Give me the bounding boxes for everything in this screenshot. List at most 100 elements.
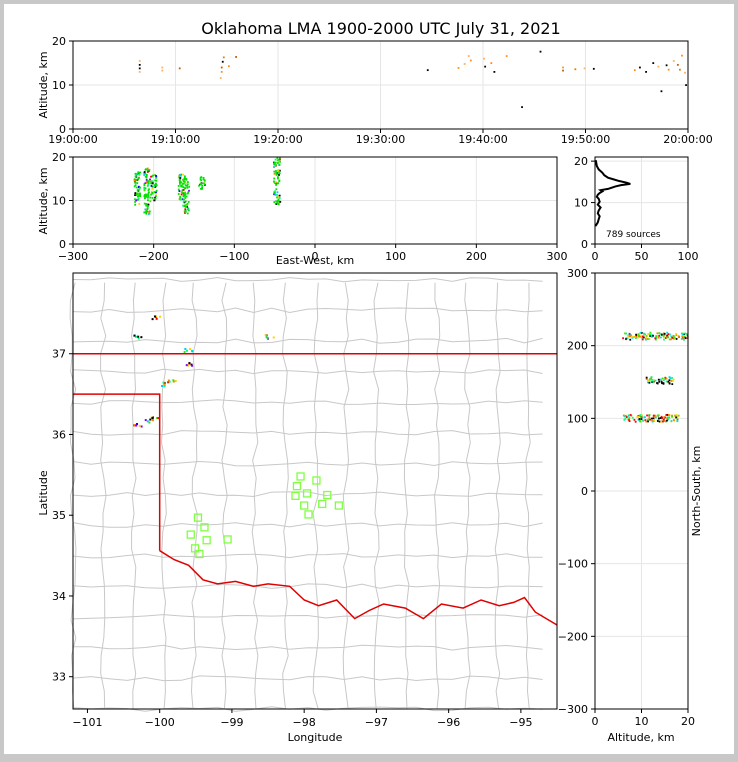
source-point	[134, 175, 137, 178]
source-point	[152, 174, 154, 177]
source-point	[638, 418, 641, 420]
source-point	[179, 180, 181, 183]
source-point	[222, 56, 225, 59]
source-point	[179, 195, 182, 198]
source-point	[147, 213, 150, 215]
source-point	[172, 379, 175, 382]
source-point	[636, 415, 639, 418]
source-point	[137, 172, 140, 175]
source-point	[656, 335, 659, 338]
source-point	[156, 416, 159, 419]
source-point	[638, 414, 641, 417]
source-point	[278, 197, 281, 199]
source-point	[666, 413, 669, 416]
source-point	[138, 203, 141, 205]
x-tick-label: 19:30:00	[356, 133, 405, 146]
source-point	[642, 336, 645, 339]
figure-title: Oklahoma LMA 1900-2000 UTC July 31, 2021	[201, 19, 560, 38]
y-tick-label: 0	[581, 485, 588, 498]
source-point	[661, 382, 663, 385]
source-point	[648, 416, 651, 419]
source-point	[188, 185, 190, 188]
source-point	[154, 195, 157, 198]
source-point	[148, 210, 151, 213]
source-point	[134, 184, 137, 187]
source-point	[661, 377, 664, 380]
source-point	[675, 414, 678, 416]
source-point	[275, 170, 277, 172]
source-point	[179, 182, 181, 185]
source-point	[665, 334, 668, 337]
source-point	[660, 336, 662, 339]
source-point	[659, 332, 662, 335]
source-point	[521, 106, 523, 108]
source-point	[143, 194, 146, 196]
source-point	[671, 415, 673, 418]
x-tick-label: 19:50:00	[561, 133, 610, 146]
source-point	[277, 162, 279, 164]
source-point	[671, 336, 674, 339]
lma-station	[292, 482, 302, 491]
source-point	[663, 420, 666, 422]
x-tick-label: 0	[592, 250, 599, 263]
source-point	[182, 178, 184, 181]
x-tick-label: 0	[312, 250, 319, 263]
source-point	[647, 381, 649, 384]
lma-station	[296, 472, 305, 481]
source-point	[651, 381, 654, 384]
source-point	[139, 192, 141, 195]
source-point	[657, 65, 660, 68]
source-point	[148, 168, 151, 171]
source-point	[622, 414, 625, 417]
x-tick-label: 19:10:00	[151, 133, 200, 146]
source-point	[649, 334, 652, 337]
source-point	[661, 420, 663, 423]
source-point	[663, 332, 666, 335]
source-point	[145, 209, 148, 212]
x-tick-label: 20:00:00	[663, 133, 712, 146]
source-point	[670, 380, 673, 382]
source-point	[637, 333, 640, 336]
source-point	[660, 333, 663, 336]
source-point	[656, 332, 659, 335]
source-point	[147, 182, 150, 185]
source-point	[663, 378, 666, 381]
source-point	[658, 334, 661, 337]
source-point	[138, 173, 141, 176]
source-point	[663, 338, 665, 341]
source-point	[147, 184, 150, 186]
source-point	[273, 172, 276, 175]
source-point	[562, 69, 564, 72]
y-tick-label: 0	[581, 238, 588, 251]
source-point	[650, 419, 653, 421]
source-point	[675, 416, 678, 419]
source-point	[180, 198, 183, 201]
source-point	[151, 182, 154, 185]
source-point	[143, 195, 146, 198]
source-point	[143, 174, 146, 176]
source-point	[656, 382, 659, 385]
source-point	[148, 188, 150, 191]
source-point	[187, 191, 190, 194]
x-tick-label: 19:40:00	[458, 133, 507, 146]
source-point	[134, 181, 137, 184]
source-point	[657, 414, 660, 417]
x-tick-label: −95	[509, 716, 532, 729]
lma-station	[334, 501, 343, 510]
source-point	[182, 182, 184, 185]
source-point	[639, 415, 642, 417]
source-point	[184, 184, 187, 187]
source-point	[275, 184, 277, 186]
source-point	[137, 185, 140, 188]
source-point	[644, 337, 647, 340]
source-point	[278, 161, 280, 164]
source-point	[184, 187, 187, 190]
y-tick-label: 35	[52, 509, 66, 522]
source-point	[133, 334, 136, 337]
source-point	[146, 207, 149, 210]
source-point	[592, 67, 595, 70]
source-point	[177, 188, 180, 191]
source-point	[139, 195, 142, 197]
source-point	[178, 67, 181, 70]
plan-view-map-panel: −101 −100 −99 −98 −97 −96 −95 33 34 35 36 37	[52, 272, 558, 729]
